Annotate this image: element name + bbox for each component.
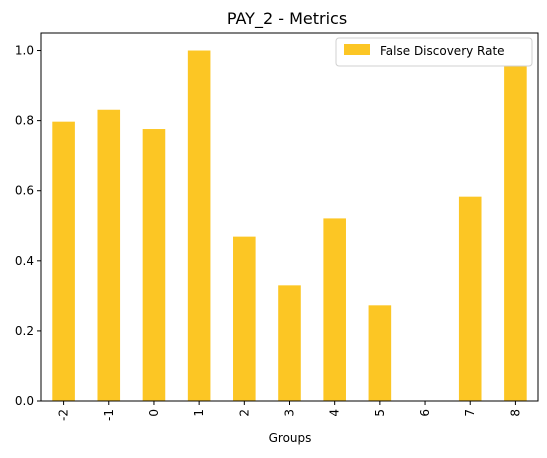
y-tick-label: 1.0 [15, 44, 34, 58]
x-tick-label: 0 [147, 409, 161, 417]
bar-2 [233, 236, 256, 401]
x-tick-label: 3 [283, 409, 297, 417]
legend-box [335, 37, 533, 67]
x-tick-label: 5 [373, 409, 387, 417]
bar-3 [278, 285, 301, 401]
x-axis-label: Groups [269, 431, 312, 445]
y-tick-label: 0.4 [15, 254, 34, 268]
bars-group [52, 50, 527, 402]
y-tick-label: 0.0 [15, 394, 34, 408]
x-tick-label: 1 [192, 409, 206, 417]
x-tick-label: 6 [418, 409, 432, 417]
legend: False Discovery Rate [335, 37, 533, 67]
x-tick-label: 2 [237, 409, 251, 417]
x-tick-label: 7 [463, 409, 477, 417]
legend-label: False Discovery Rate [380, 44, 505, 58]
x-tick-label: -2 [57, 409, 71, 421]
bar--1 [97, 109, 121, 401]
bar-8 [504, 50, 527, 402]
bar-7 [458, 196, 482, 401]
bar-4 [323, 218, 346, 401]
y-tick-label: 0.8 [15, 114, 34, 128]
chart-title: PAY_2 - Metrics [227, 9, 347, 29]
y-tick-label: 0.6 [15, 184, 34, 198]
bar-0 [142, 129, 166, 401]
bar-5 [368, 305, 392, 401]
x-axis: -2 -1 0 1 2 3 4 5 6 7 8 [57, 401, 522, 421]
bar-1 [187, 50, 211, 402]
bar--2 [52, 121, 75, 402]
y-axis: 0.0 0.2 0.4 0.6 0.8 1.0 [15, 44, 41, 408]
x-tick-label: 4 [328, 409, 342, 417]
y-tick-label: 0.2 [15, 324, 34, 338]
x-tick-label: 8 [508, 409, 522, 417]
legend-swatch [344, 44, 370, 55]
x-tick-label: -1 [102, 409, 116, 421]
